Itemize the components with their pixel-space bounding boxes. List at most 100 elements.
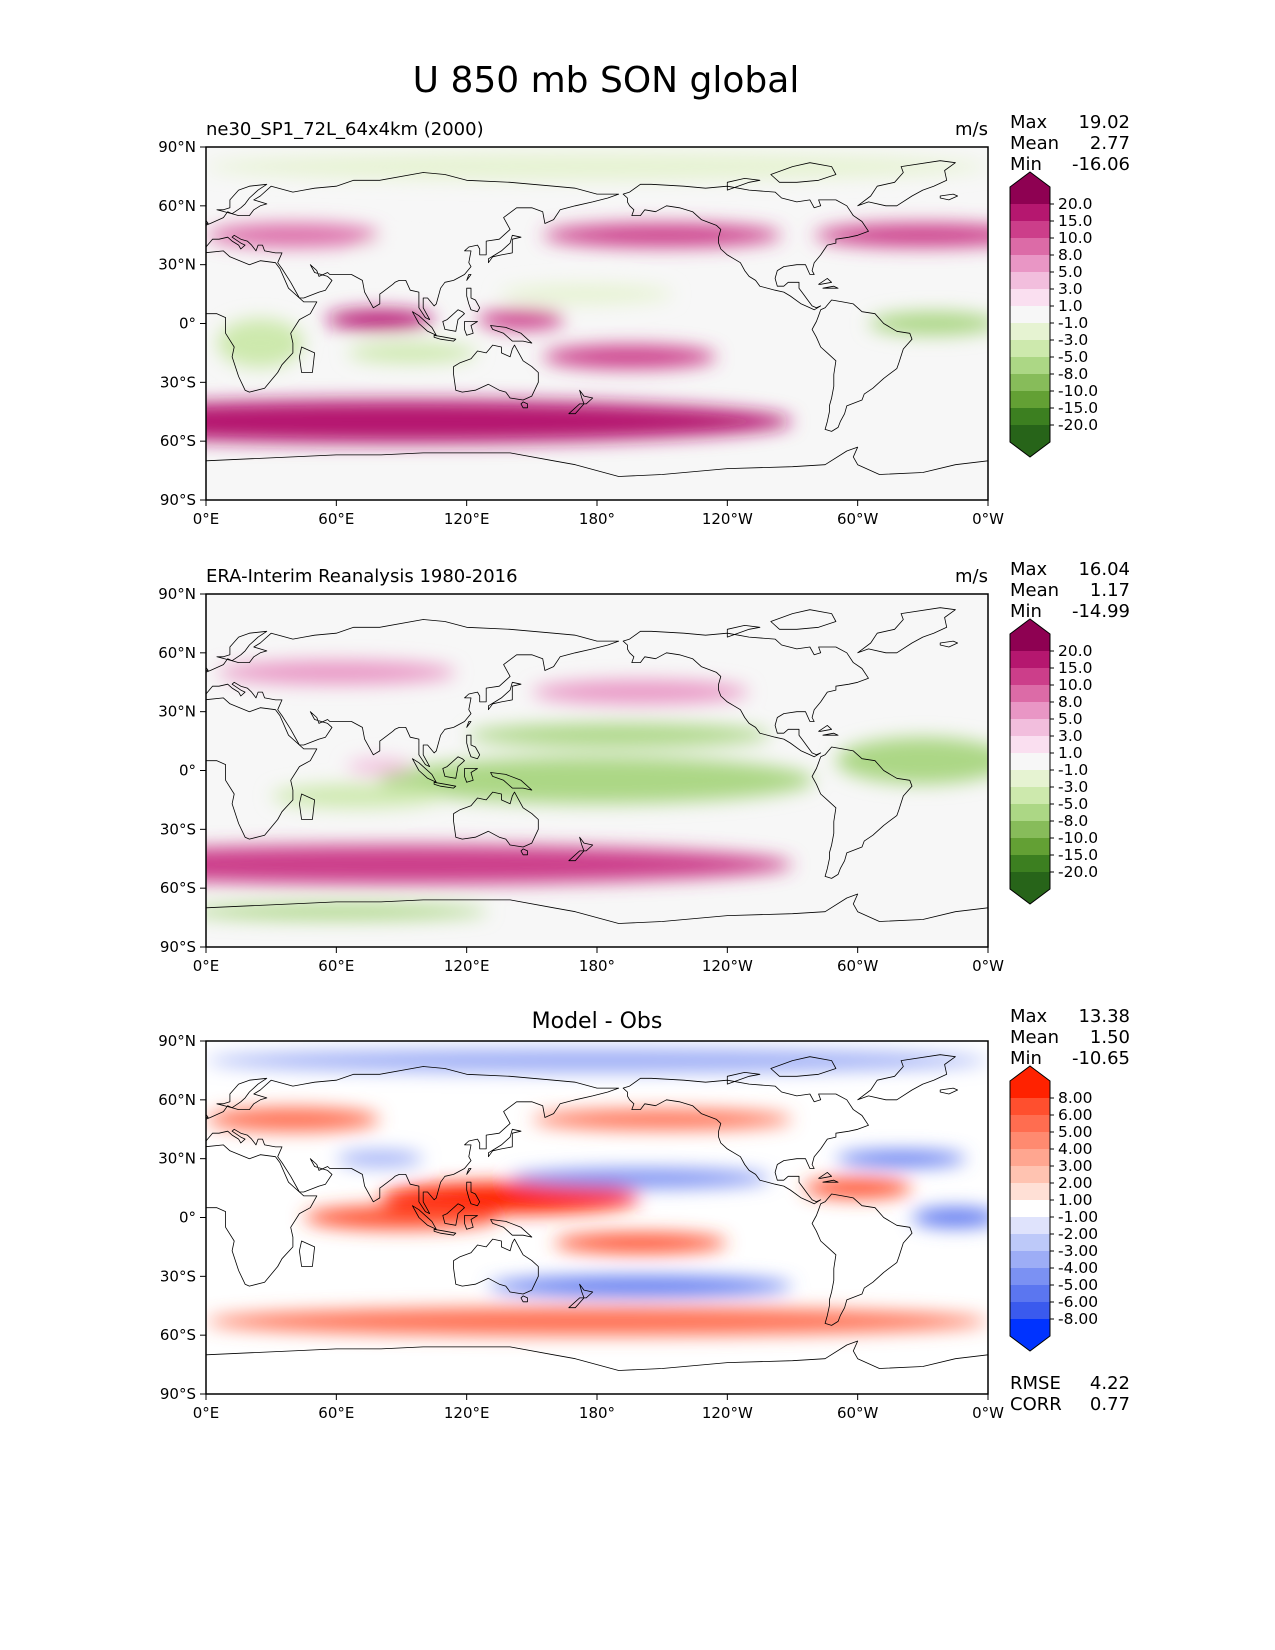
x-tick-label: 60°E xyxy=(318,510,354,528)
contour-region xyxy=(379,756,815,804)
coastline xyxy=(490,1219,533,1238)
colorbar-tick-label: -15.0 xyxy=(1058,846,1098,864)
colorbar-tick-label: 8.00 xyxy=(1058,1089,1093,1107)
contour-region xyxy=(206,152,988,181)
coastline xyxy=(939,1087,958,1095)
contour-region xyxy=(553,1233,728,1253)
colorbar-segment xyxy=(1010,736,1050,754)
colorbar-tick-label: -10.0 xyxy=(1058,382,1098,400)
x-tick-label: 60°E xyxy=(318,1404,354,1422)
colorbar-tick-label: 10.0 xyxy=(1058,676,1093,694)
coastline xyxy=(770,609,837,630)
colorbar-tick-label: 15.0 xyxy=(1058,659,1093,677)
stat-label: Mean xyxy=(1010,580,1059,601)
colorbar-segment xyxy=(1010,838,1050,856)
colorbar-segment xyxy=(1010,1132,1050,1150)
y-tick-label: 90°N xyxy=(158,585,196,603)
panel-obs-left-title: ERA-Interim Reanalysis 1980-2016 xyxy=(206,566,518,587)
coastline xyxy=(453,344,539,401)
colorbar-segment xyxy=(1010,685,1050,703)
colorbar-tick-label: 20.0 xyxy=(1058,195,1093,213)
coastline xyxy=(622,183,869,311)
contour-region xyxy=(911,1207,988,1228)
contour-region xyxy=(206,223,380,248)
x-tick-label: 120°E xyxy=(444,957,490,975)
coastline xyxy=(622,1077,869,1205)
contour-region xyxy=(835,737,988,785)
x-tick-label: 180° xyxy=(579,1404,615,1422)
coastline xyxy=(206,1340,988,1394)
colorbar-segment xyxy=(1010,1200,1050,1218)
x-tick-label: 60°W xyxy=(837,510,879,528)
coastline xyxy=(466,721,472,728)
colorbar-segment xyxy=(1010,187,1050,205)
y-tick-label: 0° xyxy=(179,762,196,780)
stat-label: Max xyxy=(1010,559,1048,580)
colorbar-segment xyxy=(1010,668,1050,686)
panel-obs: ERA-Interim Reanalysis 1980-2016 m/s 0°E… xyxy=(158,559,1130,975)
colorbar-extend-bottom xyxy=(1010,442,1050,457)
coastline xyxy=(206,219,209,225)
map-field xyxy=(206,1041,988,1394)
stat-value: 16.04 xyxy=(1078,559,1130,580)
colorbar-tick-label: -6.00 xyxy=(1058,1293,1098,1311)
contour-region xyxy=(347,343,478,363)
stat-value: 2.77 xyxy=(1090,133,1130,154)
coastline xyxy=(726,625,761,638)
coastline xyxy=(857,607,956,654)
coastline xyxy=(811,1193,913,1326)
y-tick-label: 30°N xyxy=(158,1150,196,1168)
colorbar-tick-label: 3.0 xyxy=(1058,727,1083,745)
coastline xyxy=(442,309,465,332)
colorbar-segment xyxy=(1010,1149,1050,1167)
coastline xyxy=(622,630,869,758)
coastline xyxy=(206,893,988,947)
panel-model-units: m/s xyxy=(955,119,988,140)
contour-region xyxy=(206,845,793,885)
colorbar-tick-label: -8.0 xyxy=(1058,812,1088,830)
colorbar-tick-label: 5.00 xyxy=(1058,1123,1093,1141)
contour-region xyxy=(803,1178,912,1198)
colorbar-outline xyxy=(1009,171,1051,458)
map-field xyxy=(206,594,988,947)
colorbar-segment xyxy=(1010,408,1050,426)
x-tick-label: 0°E xyxy=(193,957,220,975)
stat-value: 13.38 xyxy=(1078,1006,1130,1027)
colorbar-extend-top xyxy=(1010,619,1050,634)
x-tick-label: 60°W xyxy=(837,1404,879,1422)
coastline xyxy=(206,172,620,320)
coastline xyxy=(466,274,472,281)
y-tick-label: 90°N xyxy=(158,1032,196,1050)
contour-region xyxy=(336,1150,424,1167)
coastline xyxy=(206,619,620,767)
colorbar-tick-label: -20.0 xyxy=(1058,863,1098,881)
coastline xyxy=(453,1238,539,1295)
coastline xyxy=(464,768,478,783)
coastline xyxy=(453,791,539,848)
y-tick-label: 60°S xyxy=(160,1326,196,1344)
contour-region xyxy=(466,723,771,747)
colorbar-segment xyxy=(1010,634,1050,652)
coastline xyxy=(206,1066,620,1214)
coastline xyxy=(206,697,318,840)
y-tick-label: 60°N xyxy=(158,1091,196,1109)
x-tick-label: 0°W xyxy=(972,1404,1004,1422)
colorbar-tick-label: -4.00 xyxy=(1058,1259,1098,1277)
stat-value: 1.50 xyxy=(1090,1027,1130,1048)
coastline xyxy=(520,848,528,856)
colorbar-tick-label: 8.0 xyxy=(1058,246,1083,264)
colorbar-segment xyxy=(1010,1217,1050,1235)
colorbar-tick-label: -5.0 xyxy=(1058,348,1088,366)
x-tick-label: 180° xyxy=(579,957,615,975)
colorbar-tick-label: 20.0 xyxy=(1058,642,1093,660)
colorbar-segment xyxy=(1010,306,1050,324)
coastline xyxy=(466,287,481,313)
coastline xyxy=(520,1295,528,1303)
contour-region xyxy=(206,903,489,920)
colorbar-extend-top xyxy=(1010,172,1050,187)
colorbar-segment xyxy=(1010,340,1050,358)
y-tick-label: 30°N xyxy=(158,703,196,721)
y-tick-label: 90°S xyxy=(160,1385,196,1403)
colorbar-tick-label: 3.00 xyxy=(1058,1157,1093,1175)
